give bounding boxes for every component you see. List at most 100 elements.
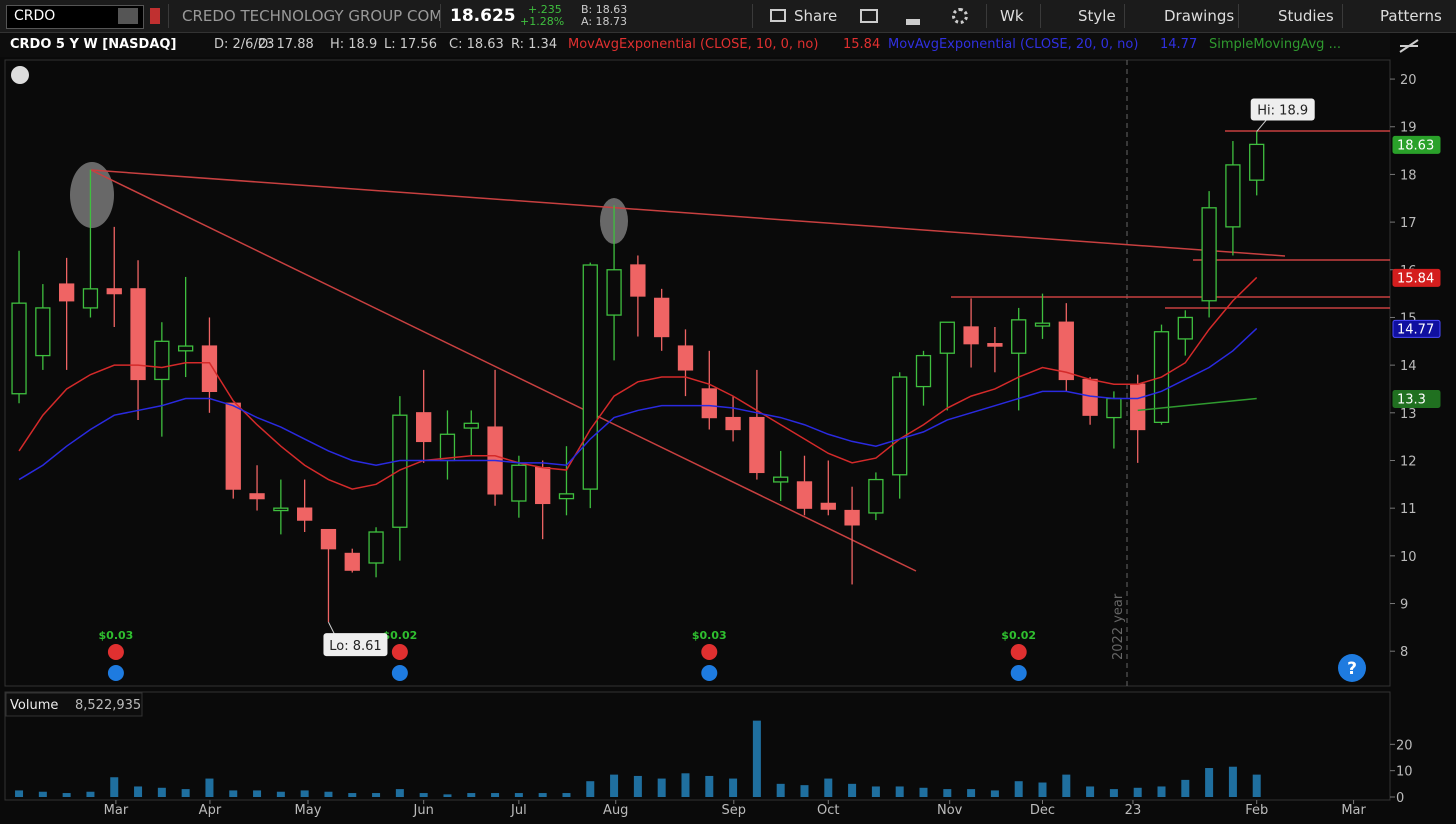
- dividend-label: $0.02: [382, 629, 417, 642]
- event-icon[interactable]: [391, 665, 408, 681]
- volume-bar: [848, 783, 857, 797]
- lab-icon[interactable]: [906, 7, 920, 25]
- open: O: 17.88: [258, 37, 314, 52]
- snapshot-icon[interactable]: [860, 9, 878, 23]
- chart-title: CRDO 5 Y W [NASDAQ]: [10, 37, 177, 52]
- ema10-legend: MovAvgExponential (CLOSE, 10, 0, no): [568, 37, 819, 52]
- volume-bar: [1038, 782, 1047, 797]
- x-tick-label: Oct: [817, 803, 839, 818]
- settings-icon[interactable]: [952, 8, 968, 24]
- share-icon[interactable]: [770, 9, 786, 22]
- separator: [1342, 4, 1343, 28]
- x-tick-label: Jul: [510, 803, 527, 818]
- moving-average-line: [1137, 397, 1257, 412]
- drawings-button[interactable]: Drawings: [1164, 7, 1235, 25]
- candle-body: [249, 493, 265, 500]
- range: R: 1.34: [511, 37, 558, 52]
- ema10-value: 15.84: [843, 37, 881, 52]
- volume-bar: [62, 793, 71, 797]
- x-tick-label: Jun: [413, 803, 434, 818]
- y-tick-label: 13: [1400, 407, 1417, 422]
- event-icon[interactable]: [701, 665, 718, 681]
- earnings-icon[interactable]: [107, 644, 124, 660]
- trendline[interactable]: [90, 169, 1286, 257]
- candle-body: [654, 297, 670, 338]
- earnings-icon[interactable]: [701, 644, 718, 660]
- low: L: 17.56: [384, 37, 437, 52]
- y-tick-label: 10: [1396, 765, 1413, 780]
- volume-bar: [1086, 786, 1095, 797]
- candle-body: [701, 388, 717, 419]
- candle-body: [344, 552, 360, 571]
- share-button[interactable]: Share: [794, 7, 838, 25]
- volume-bar: [38, 791, 47, 797]
- candle-body: [677, 345, 694, 371]
- year-label: 2022 year: [1111, 593, 1126, 660]
- y-tick-label: 10: [1400, 550, 1417, 565]
- close: C: 18.63: [449, 37, 504, 52]
- drawing-tool-icon[interactable]: [1399, 39, 1419, 53]
- earnings-icon[interactable]: [391, 644, 408, 660]
- callout-box: [1250, 98, 1315, 121]
- volume-bar: [372, 793, 381, 797]
- event-icon[interactable]: [107, 665, 124, 681]
- y-tick-label: 20: [1396, 738, 1413, 753]
- chart-header: [0, 33, 1390, 57]
- volume-bar: [491, 793, 500, 797]
- candle-body: [1225, 164, 1241, 228]
- alert-icon[interactable]: [11, 66, 29, 84]
- volume-bar: [871, 786, 880, 797]
- drawings: [90, 130, 1390, 572]
- candle-body: [987, 343, 1003, 347]
- highlight: [70, 162, 114, 228]
- volume-bar: [1228, 766, 1237, 797]
- volume-bar: [419, 793, 428, 797]
- candle-body: [106, 288, 122, 295]
- candles: [11, 131, 1265, 623]
- candle-body: [368, 531, 384, 564]
- patterns-button[interactable]: Patterns: [1380, 7, 1442, 25]
- studies-button[interactable]: Studies: [1278, 7, 1334, 25]
- candle-body: [915, 354, 932, 388]
- price-tag-label: 14.77: [1397, 322, 1434, 337]
- ask: A: 18.73: [581, 15, 628, 28]
- change-pct: +1.28%: [520, 15, 565, 28]
- volume-bar: [1014, 781, 1023, 797]
- style-button[interactable]: Style: [1078, 7, 1116, 25]
- candle-body: [892, 376, 908, 476]
- candle-body: [130, 288, 146, 381]
- separator: [1238, 4, 1239, 28]
- candle-body: [1249, 143, 1265, 181]
- candle-body: [416, 412, 432, 443]
- volume-bar: [800, 785, 809, 797]
- price-tag: [1392, 135, 1441, 154]
- earnings-icon[interactable]: [1010, 644, 1027, 660]
- x-tick-label: Feb: [1245, 803, 1268, 818]
- candle-body: [725, 416, 741, 431]
- volume-bar: [276, 791, 285, 797]
- volume-bar: [752, 720, 761, 797]
- event-icon[interactable]: [1010, 665, 1027, 681]
- candle-body: [35, 307, 51, 357]
- flag[interactable]: [150, 8, 160, 24]
- volume-bar: [824, 778, 833, 797]
- candle-body: [558, 493, 575, 500]
- trendline[interactable]: [90, 169, 917, 572]
- high-label: Hi: 18.9: [1257, 104, 1308, 119]
- separator: [1040, 4, 1041, 28]
- volume-bar: [205, 778, 214, 797]
- company: CREDO TECHNOLOGY GROUP COM: [182, 7, 443, 25]
- help-button[interactable]: [1338, 654, 1366, 682]
- candle-body: [178, 345, 194, 352]
- volume-bar: [610, 774, 619, 797]
- separator: [1124, 4, 1125, 28]
- price-tag-label: 18.63: [1397, 138, 1434, 153]
- volume-bar: [110, 777, 119, 797]
- symbol: CRDO: [14, 8, 56, 24]
- timeframe-button[interactable]: Wk: [1000, 7, 1024, 25]
- dropdown[interactable]: [118, 8, 138, 24]
- candle-body: [1130, 383, 1146, 431]
- y-tick-label: 19: [1400, 121, 1417, 136]
- candle-body: [225, 402, 241, 490]
- candle-body: [796, 481, 813, 509]
